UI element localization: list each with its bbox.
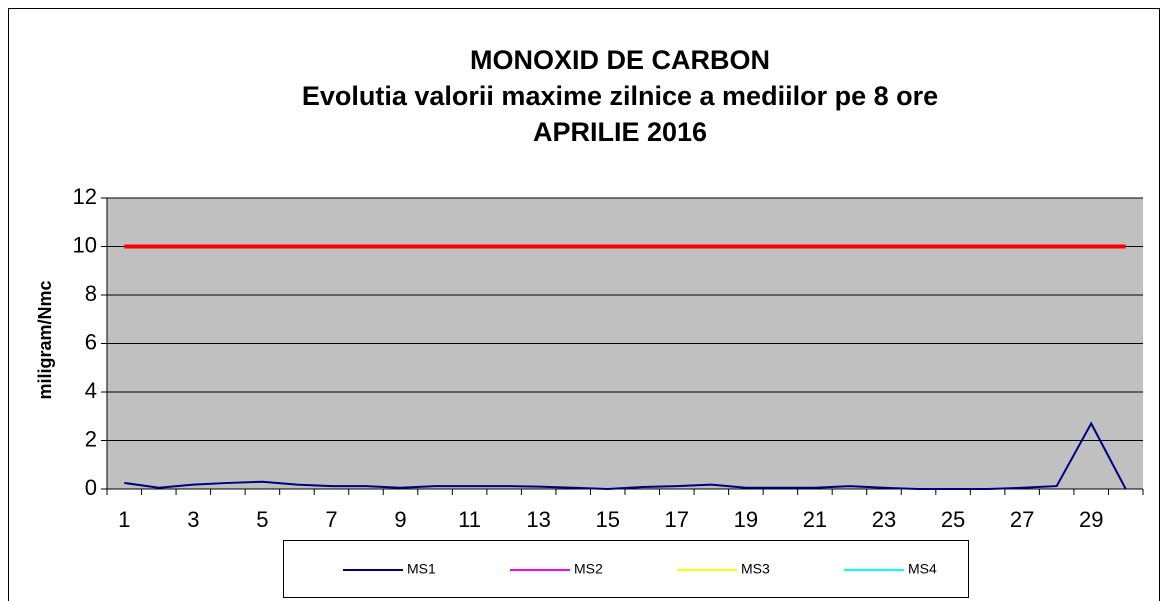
x-tick-label: 15 bbox=[595, 507, 619, 532]
y-tick-label: 10 bbox=[73, 232, 97, 257]
y-tick-label: 0 bbox=[85, 475, 97, 500]
x-tick-label: 19 bbox=[734, 507, 758, 532]
x-tick-label: 21 bbox=[803, 507, 827, 532]
chart-subtitle: Evolutia valorii maxime zilnice a mediil… bbox=[302, 81, 938, 111]
x-tick-label: 29 bbox=[1079, 507, 1103, 532]
legend-label: MS2 bbox=[574, 561, 603, 577]
x-tick-label: 13 bbox=[526, 507, 550, 532]
x-tick-label: 27 bbox=[1010, 507, 1034, 532]
x-tick-label: 5 bbox=[256, 507, 268, 532]
y-tick-label: 4 bbox=[85, 378, 97, 403]
x-tick-label: 23 bbox=[872, 507, 896, 532]
legend-label: MS4 bbox=[908, 561, 937, 577]
y-tick-label: 8 bbox=[85, 281, 97, 306]
x-tick-label: 25 bbox=[941, 507, 965, 532]
y-tick-label: 12 bbox=[73, 184, 97, 209]
x-tick-label: 7 bbox=[325, 507, 337, 532]
series-line bbox=[124, 421, 1127, 491]
x-tick-label: 1 bbox=[118, 507, 130, 532]
x-tick-label: 3 bbox=[187, 507, 199, 532]
x-tick-label: 17 bbox=[665, 507, 689, 532]
chart-subtitle: APRILIE 2016 bbox=[533, 117, 707, 147]
y-axis-label: miligram/Nmc bbox=[35, 280, 55, 399]
y-tick-label: 6 bbox=[85, 329, 97, 354]
legend-label: MS1 bbox=[407, 561, 436, 577]
x-tick-label: 11 bbox=[458, 507, 481, 532]
y-tick-label: 2 bbox=[85, 426, 97, 451]
x-tick-label: 9 bbox=[394, 507, 406, 532]
chart-title: MONOXID DE CARBON bbox=[470, 45, 770, 75]
legend-label: MS3 bbox=[741, 561, 770, 577]
